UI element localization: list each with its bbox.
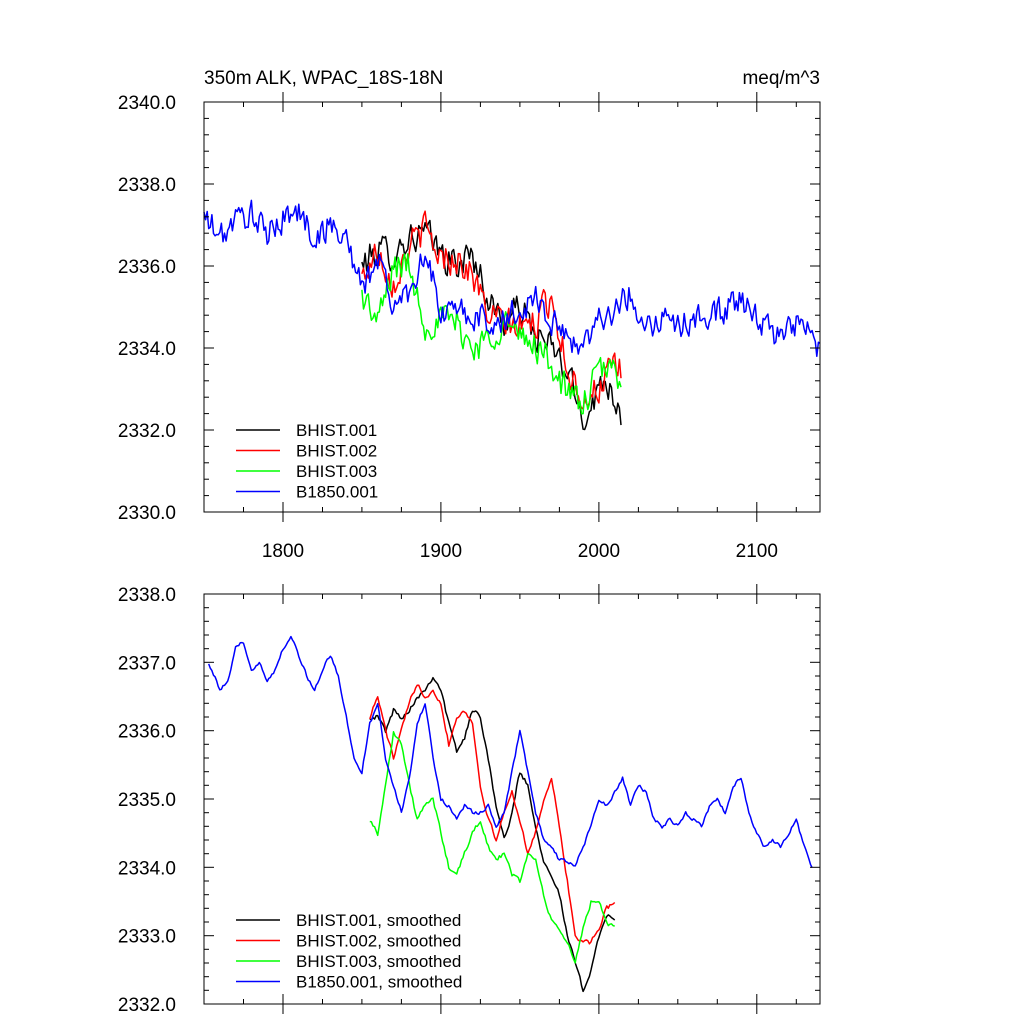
legend-label: BHIST.001, smoothed — [296, 911, 461, 930]
x-tick-label: 2100 — [736, 541, 778, 562]
series-layer — [203, 199, 821, 431]
series-line-1 — [361, 219, 622, 431]
y-tick-label: 2333.0 — [118, 927, 176, 948]
legend-label: B1850.001, smoothed — [296, 973, 462, 992]
y-tick-label: 2338.0 — [118, 585, 176, 606]
legend: BHIST.001, smoothed BHIST.002, smoothedBH… — [236, 911, 462, 992]
plot-frame — [203, 101, 821, 513]
y-tick-label: 2330.0 — [118, 503, 176, 524]
chart-units: meq/m^3 — [742, 68, 820, 89]
y-tick-label: 2336.0 — [118, 257, 176, 278]
y-tick-label: 2332.0 — [118, 421, 176, 442]
y-tick-label: 2334.0 — [118, 339, 176, 360]
y-tick-label: 2332.0 — [118, 995, 176, 1016]
x-tick-label: 1900 — [420, 541, 462, 562]
legend-label: BHIST.003, smoothed — [296, 952, 461, 971]
bottom-panel: 2332.0 2333.0 2334.0 2335.0 2336.0 2337.0 2338… — [118, 584, 821, 1016]
y-tick-label: 2338.0 — [118, 175, 176, 196]
ticks-layer: 2330.0 2332.0 2334.0 2336.0 2338.0 2340.0 1800… — [118, 92, 820, 562]
series-line-4 — [203, 199, 821, 358]
ticks-layer: 2332.0 2333.0 2334.0 2335.0 2336.0 2337.0 2338… — [118, 584, 820, 1016]
y-tick-label: 2335.0 — [118, 790, 176, 811]
legend-label: BHIST.001 — [296, 421, 377, 440]
series-line-1 — [369, 676, 616, 993]
legend-label: BHIST.002 — [296, 442, 377, 461]
y-tick-label: 2337.0 — [118, 653, 176, 674]
series-layer — [207, 635, 813, 993]
top-panel: 350m ALK, WPAC_18S-18N meq/m^3 2330.0233… — [118, 68, 821, 562]
legend-label: BHIST.002, smoothed — [296, 932, 461, 951]
legend-label: B1850.001 — [296, 483, 378, 502]
series-line-3 — [361, 253, 622, 415]
series-line-4 — [207, 635, 813, 869]
legend-label: BHIST.003 — [296, 462, 377, 481]
series-line-2 — [369, 684, 616, 945]
y-tick-label: 2336.0 — [118, 722, 176, 743]
chart-title: 350m ALK, WPAC_18S-18N — [204, 68, 443, 89]
x-tick-label: 2000 — [578, 541, 620, 562]
x-tick-label: 1800 — [262, 541, 304, 562]
y-tick-label: 2340.0 — [118, 93, 176, 114]
series-line-3 — [369, 731, 615, 964]
y-tick-label: 2334.0 — [118, 858, 176, 879]
